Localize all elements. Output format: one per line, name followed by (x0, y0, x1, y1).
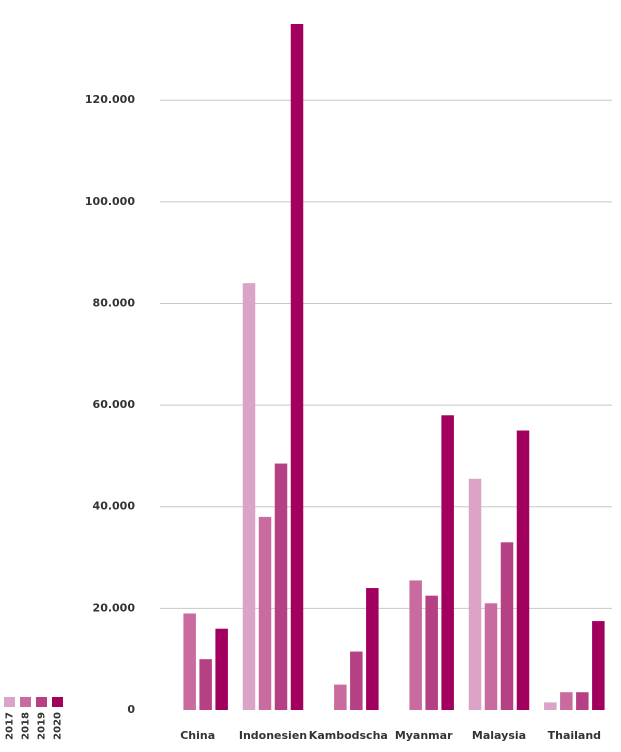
legend-label: 2018 (21, 712, 32, 740)
bar (560, 692, 573, 710)
bar (215, 628, 228, 710)
bar (592, 621, 605, 710)
legend-swatch (36, 697, 47, 707)
bar (441, 415, 454, 710)
bar (199, 659, 212, 710)
bar (544, 702, 557, 710)
bar (274, 463, 288, 710)
y-tick-label: 120.000 (85, 93, 135, 106)
bar (334, 684, 347, 710)
y-tick-label: 20.000 (93, 601, 136, 614)
y-tick-label: 100.000 (85, 195, 135, 208)
legend-swatch (4, 697, 15, 707)
y-tick-label: 80.000 (93, 296, 136, 309)
x-tick-label: Myanmar (395, 729, 453, 742)
bar (500, 542, 514, 710)
bar (409, 580, 422, 710)
x-tick-label: Malaysia (472, 729, 526, 742)
bar (258, 516, 272, 710)
legend-label: 2020 (53, 712, 64, 740)
x-tick-label: Indonesien (239, 729, 307, 742)
x-tick-label: China (180, 729, 215, 742)
y-tick-label: 40.000 (93, 500, 136, 513)
x-tick-label: Thailand (548, 729, 601, 742)
legend-swatch (52, 697, 63, 707)
y-tick-label: 0 (127, 703, 135, 716)
bar (425, 595, 438, 710)
bar (183, 613, 196, 710)
bar (484, 603, 498, 710)
bar (576, 692, 589, 710)
legend-label: 2017 (5, 712, 16, 740)
y-tick-label: 60.000 (93, 398, 136, 411)
bar (366, 588, 379, 710)
bar (290, 24, 304, 710)
bar (468, 478, 482, 710)
bar (516, 430, 530, 710)
x-tick-label: Kambodscha (309, 729, 388, 742)
legend-swatch (20, 697, 31, 707)
bar (350, 651, 363, 710)
bar (242, 283, 256, 710)
legend-label: 2019 (37, 712, 48, 740)
